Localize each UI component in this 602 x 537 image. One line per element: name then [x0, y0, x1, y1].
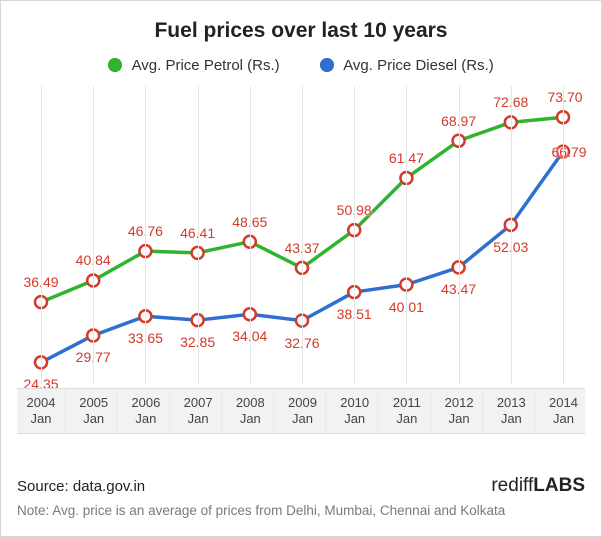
x-tick: 2010Jan: [326, 389, 383, 433]
x-axis: 2004Jan2005Jan2006Jan2007Jan2008Jan2009J…: [17, 388, 585, 434]
value-label-diesel: 66.79: [551, 144, 586, 160]
footnote: Note: Avg. price is an average of prices…: [17, 503, 585, 518]
chart-title: Fuel prices over last 10 years: [1, 1, 601, 43]
x-tick: 2012Jan: [430, 389, 487, 433]
legend-item-diesel: Avg. Price Diesel (Rs.): [320, 57, 494, 74]
legend-label-diesel: Avg. Price Diesel (Rs.): [343, 57, 494, 74]
x-tick: 2011Jan: [378, 389, 435, 433]
legend-dot-diesel: [320, 58, 334, 72]
logo-bold: LABS: [533, 475, 585, 496]
legend-item-petrol: Avg. Price Petrol (Rs.): [108, 57, 284, 74]
legend-dot-petrol: [108, 58, 122, 72]
rediff-labs-logo: rediffLABS: [491, 475, 585, 497]
chart-card: Fuel prices over last 10 years Avg. Pric…: [0, 0, 602, 537]
logo-prefix: rediff: [491, 475, 533, 496]
chart-footer: Source: data.gov.in rediffLABS Note: Avg…: [17, 475, 585, 518]
source-text: Source: data.gov.in: [17, 478, 145, 495]
x-tick: 2014Jan: [534, 389, 591, 433]
value-labels-layer: 36.4940.8446.7646.4148.6543.3750.9861.47…: [17, 86, 585, 384]
source-row: Source: data.gov.in rediffLABS: [17, 475, 585, 497]
x-tick: 2013Jan: [482, 389, 539, 433]
x-tick: 2006Jan: [117, 389, 174, 433]
legend-label-petrol: Avg. Price Petrol (Rs.): [132, 57, 280, 74]
x-tick: 2009Jan: [273, 389, 330, 433]
chart-area: 36.4940.8446.7646.4148.6543.3750.9861.47…: [17, 86, 585, 384]
x-tick: 2005Jan: [65, 389, 122, 433]
x-tick: 2004Jan: [13, 389, 69, 433]
chart-legend: Avg. Price Petrol (Rs.) Avg. Price Diese…: [1, 57, 601, 74]
x-tick: 2007Jan: [169, 389, 226, 433]
x-tick: 2008Jan: [221, 389, 278, 433]
value-label-petrol: 73.70: [547, 89, 582, 105]
